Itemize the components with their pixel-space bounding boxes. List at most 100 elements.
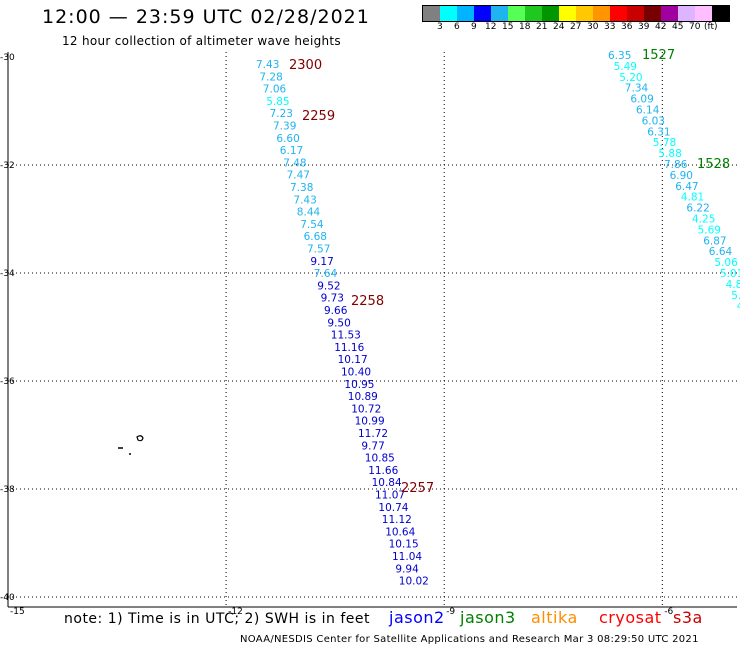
track-east: 6.355.495.207.346.096.146.036.315.785.88… <box>608 50 740 313</box>
wave-height-value: 6.14 <box>636 105 660 117</box>
wave-height-value: 7.38 <box>290 182 313 194</box>
wave-height-value: 7.54 <box>300 219 324 231</box>
legend-label: 21 <box>536 22 548 32</box>
legend-swatch <box>627 6 644 21</box>
wave-height-value: 7.28 <box>259 71 282 83</box>
legend-label: 18 <box>519 22 531 32</box>
wave-height-value: 7.06 <box>263 84 287 96</box>
wave-height-value: 7.43 <box>256 59 279 71</box>
wave-height-value: 6.47 <box>675 181 698 193</box>
lon-tick-label: -9 <box>446 607 455 617</box>
satellite-name: cryosat <box>599 608 662 627</box>
legend-swatch <box>508 6 525 21</box>
wave-height-value: 10.85 <box>365 453 395 465</box>
legend-label: 42 <box>655 22 667 32</box>
pass-time-label: 2300 <box>289 58 322 73</box>
island-outline <box>118 435 144 455</box>
wave-height-value: 9.52 <box>317 280 340 292</box>
wave-height-value: 7.23 <box>270 108 293 120</box>
wave-height-value: 11.53 <box>331 330 361 342</box>
wave-height-value: 10.72 <box>351 403 381 415</box>
wave-height-value: 5.88 <box>658 148 681 160</box>
wave-height-value: 11.12 <box>382 514 412 526</box>
legend-swatch <box>525 6 542 21</box>
wave-height-value: 7.57 <box>307 244 330 256</box>
legend-label: 27 <box>570 22 582 32</box>
page-subtitle: 12 hour collection of altimeter wave hei… <box>62 34 341 48</box>
wave-height-value: 9.77 <box>361 440 384 452</box>
wave-height-value: 7.43 <box>293 194 316 206</box>
wave-height-value: 6.17 <box>280 145 303 157</box>
legend-swatch <box>610 6 627 21</box>
wave-height-value: 11.04 <box>392 551 422 563</box>
wave-height-value: 11.07 <box>375 490 405 502</box>
wave-height-value: 5.49 <box>614 61 637 73</box>
wave-height-value: 4.89 <box>726 279 740 291</box>
wave-height-value: 6.31 <box>647 126 670 138</box>
wave-height-value: 4.6 <box>737 301 740 313</box>
wave-height-value: 8.44 <box>297 207 321 219</box>
track-west: 7.437.287.065.857.237.396.606.177.487.47… <box>256 59 429 588</box>
wave-height-value: 5.69 <box>698 224 721 236</box>
legend-swatch <box>491 6 508 21</box>
pass-time-label: 1527 <box>642 48 675 63</box>
legend-swatch <box>542 6 559 21</box>
wave-height-value: 11.16 <box>334 342 364 354</box>
wave-height-value: 6.09 <box>630 94 653 106</box>
page-title: 12:00 — 23:59 UTC 02/28/2021 <box>42 6 370 28</box>
legend-swatch <box>559 6 576 21</box>
wave-height-value: 5.78 <box>653 137 676 149</box>
pass-time-label: 2259 <box>302 109 335 124</box>
footer-note: note: 1) Time is in UTC; 2) SWH is in fe… <box>64 611 371 627</box>
lon-tick-label: -6 <box>664 607 673 617</box>
legend-label: 9 <box>471 22 477 32</box>
legend-swatch <box>576 6 593 21</box>
wave-height-value: 10.02 <box>399 576 429 588</box>
lat-tick-label: -34 <box>0 269 15 279</box>
time-labels: 2300 2259 2258 2257 1527 1528 <box>289 48 730 496</box>
legend-label: 39 <box>638 22 650 32</box>
wave-height-value: 6.60 <box>276 133 299 145</box>
wave-height-value: 4.81 <box>681 192 704 204</box>
wave-height-value: 6.35 <box>608 50 631 62</box>
wave-height-value: 9.94 <box>395 563 419 575</box>
legend-label: 33 <box>604 22 616 32</box>
wave-height-value: 10.89 <box>348 391 378 403</box>
legend-swatch <box>593 6 610 21</box>
lat-tick-label: -38 <box>0 485 15 495</box>
wave-height-value: 9.66 <box>324 305 348 317</box>
legend-label: (ft) <box>704 22 718 32</box>
pass-time-label: 2258 <box>351 294 384 309</box>
wave-height-value: 6.03 <box>642 115 665 127</box>
legend-swatch <box>440 6 457 21</box>
wave-height-value: 10.84 <box>372 477 402 489</box>
wave-height-value: 7.86 <box>664 159 688 171</box>
wave-height-value: 11.66 <box>368 465 398 477</box>
legend-label: 45 <box>672 22 684 32</box>
satellite-name: s3a <box>673 608 703 627</box>
wave-height-value: 10.17 <box>338 354 368 366</box>
legend-swatch <box>423 6 440 21</box>
legend-label: 3 <box>437 22 443 32</box>
wave-height-value: 9.17 <box>310 256 333 268</box>
wave-height-value: 10.74 <box>378 502 408 514</box>
wave-height-value: 10.15 <box>389 539 419 551</box>
pass-time-label: 1528 <box>697 157 730 172</box>
legend-swatch <box>712 6 729 21</box>
legend-label: 12 <box>485 22 497 32</box>
legend-swatch <box>474 6 491 21</box>
wave-height-value: 10.95 <box>344 379 374 391</box>
wave-height-value: 5.01 <box>720 268 740 280</box>
wave-height-value: 6.64 <box>709 246 733 258</box>
lat-tick-label: -40 <box>0 593 15 603</box>
wave-height-value: 7.47 <box>287 170 310 182</box>
pass-time-label: 2257 <box>401 481 434 496</box>
legend-swatch <box>644 6 661 21</box>
lon-tick-label: -15 <box>10 607 25 617</box>
wave-height-value: 9.50 <box>327 317 350 329</box>
wave-height-value: 5.4 <box>731 290 740 302</box>
legend-label: 36 <box>621 22 633 32</box>
credit-line: NOAA/NESDIS Center for Satellite Applica… <box>240 634 699 645</box>
legend-label: 30 <box>587 22 599 32</box>
